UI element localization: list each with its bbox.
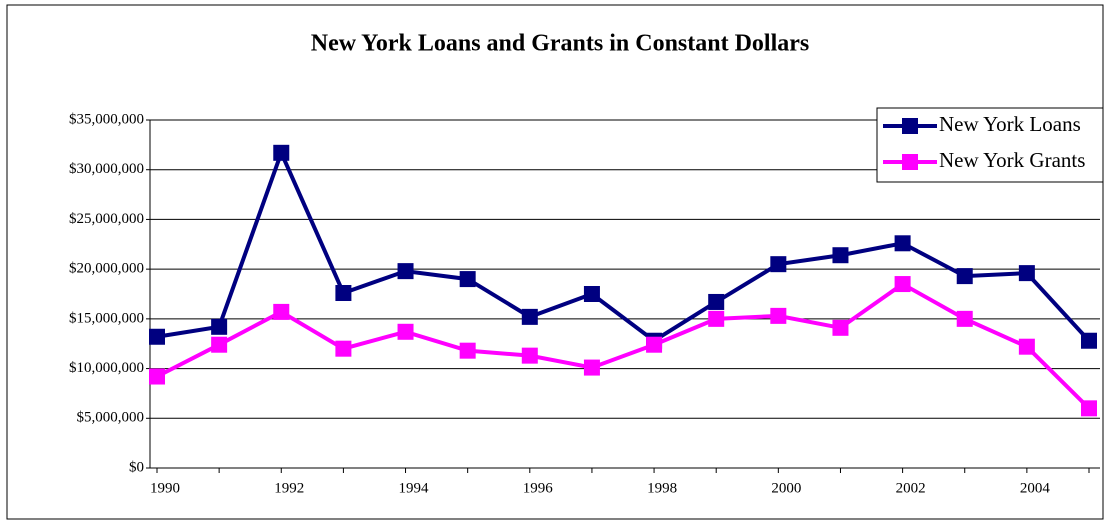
series-marker bbox=[149, 328, 165, 345]
series-line bbox=[156, 147, 1091, 344]
series-marker bbox=[832, 319, 849, 336]
series-marker bbox=[273, 144, 290, 161]
legend-marker bbox=[902, 154, 918, 170]
series-marker bbox=[583, 359, 600, 376]
legend-label: New York Loans bbox=[939, 112, 1081, 136]
series-line bbox=[156, 281, 1091, 410]
series-marker bbox=[273, 303, 290, 320]
series-marker bbox=[397, 263, 414, 280]
x-tick-label: 2002 bbox=[896, 480, 926, 496]
series-marker bbox=[397, 323, 414, 340]
y-tick-label: $25,000,000 bbox=[69, 211, 144, 227]
x-tick-label: 1992 bbox=[274, 480, 304, 496]
series-marker bbox=[770, 256, 787, 273]
legend-label: New York Grants bbox=[939, 148, 1085, 172]
series-marker bbox=[335, 285, 352, 302]
series-marker bbox=[708, 293, 725, 310]
x-tick-label: 2004 bbox=[1020, 480, 1051, 496]
series-marker bbox=[770, 307, 787, 324]
series-marker bbox=[1018, 338, 1035, 355]
y-tick-label: $20,000,000 bbox=[69, 261, 144, 277]
x-tick-label: 1990 bbox=[150, 480, 180, 496]
x-tick-label: 2000 bbox=[771, 480, 801, 496]
series-marker bbox=[1081, 332, 1097, 349]
legend-marker bbox=[902, 118, 918, 134]
series-marker bbox=[832, 247, 849, 264]
series-marker bbox=[1018, 265, 1035, 282]
series-marker bbox=[211, 336, 228, 353]
chart-border bbox=[6, 4, 1104, 520]
series-marker bbox=[583, 286, 600, 302]
series-marker bbox=[459, 342, 476, 359]
series-marker bbox=[211, 318, 228, 335]
y-tick-label: $35,000,000 bbox=[69, 111, 144, 127]
series-marker bbox=[708, 310, 725, 327]
series-marker bbox=[521, 308, 538, 325]
series-marker bbox=[646, 336, 663, 353]
x-tick-label: 1998 bbox=[647, 480, 677, 496]
series-marker bbox=[894, 276, 911, 293]
y-tick-label: $30,000,000 bbox=[69, 161, 144, 177]
series-marker bbox=[149, 368, 165, 385]
series-marker bbox=[956, 310, 973, 327]
series-marker bbox=[521, 347, 538, 364]
y-tick-label: $5,000,000 bbox=[77, 410, 145, 426]
x-tick-label: 1996 bbox=[523, 480, 554, 496]
series-marker bbox=[894, 235, 911, 252]
y-tick-label: $10,000,000 bbox=[69, 360, 144, 376]
chart-title: New York Loans and Grants in Constant Do… bbox=[311, 31, 810, 57]
series-marker bbox=[335, 340, 352, 357]
y-tick-label: $0 bbox=[129, 459, 144, 475]
series-marker bbox=[1081, 400, 1097, 417]
series-marker bbox=[956, 268, 973, 285]
x-tick-label: 1994 bbox=[399, 480, 430, 496]
series-marker bbox=[459, 271, 476, 288]
y-tick-label: $15,000,000 bbox=[69, 310, 144, 326]
